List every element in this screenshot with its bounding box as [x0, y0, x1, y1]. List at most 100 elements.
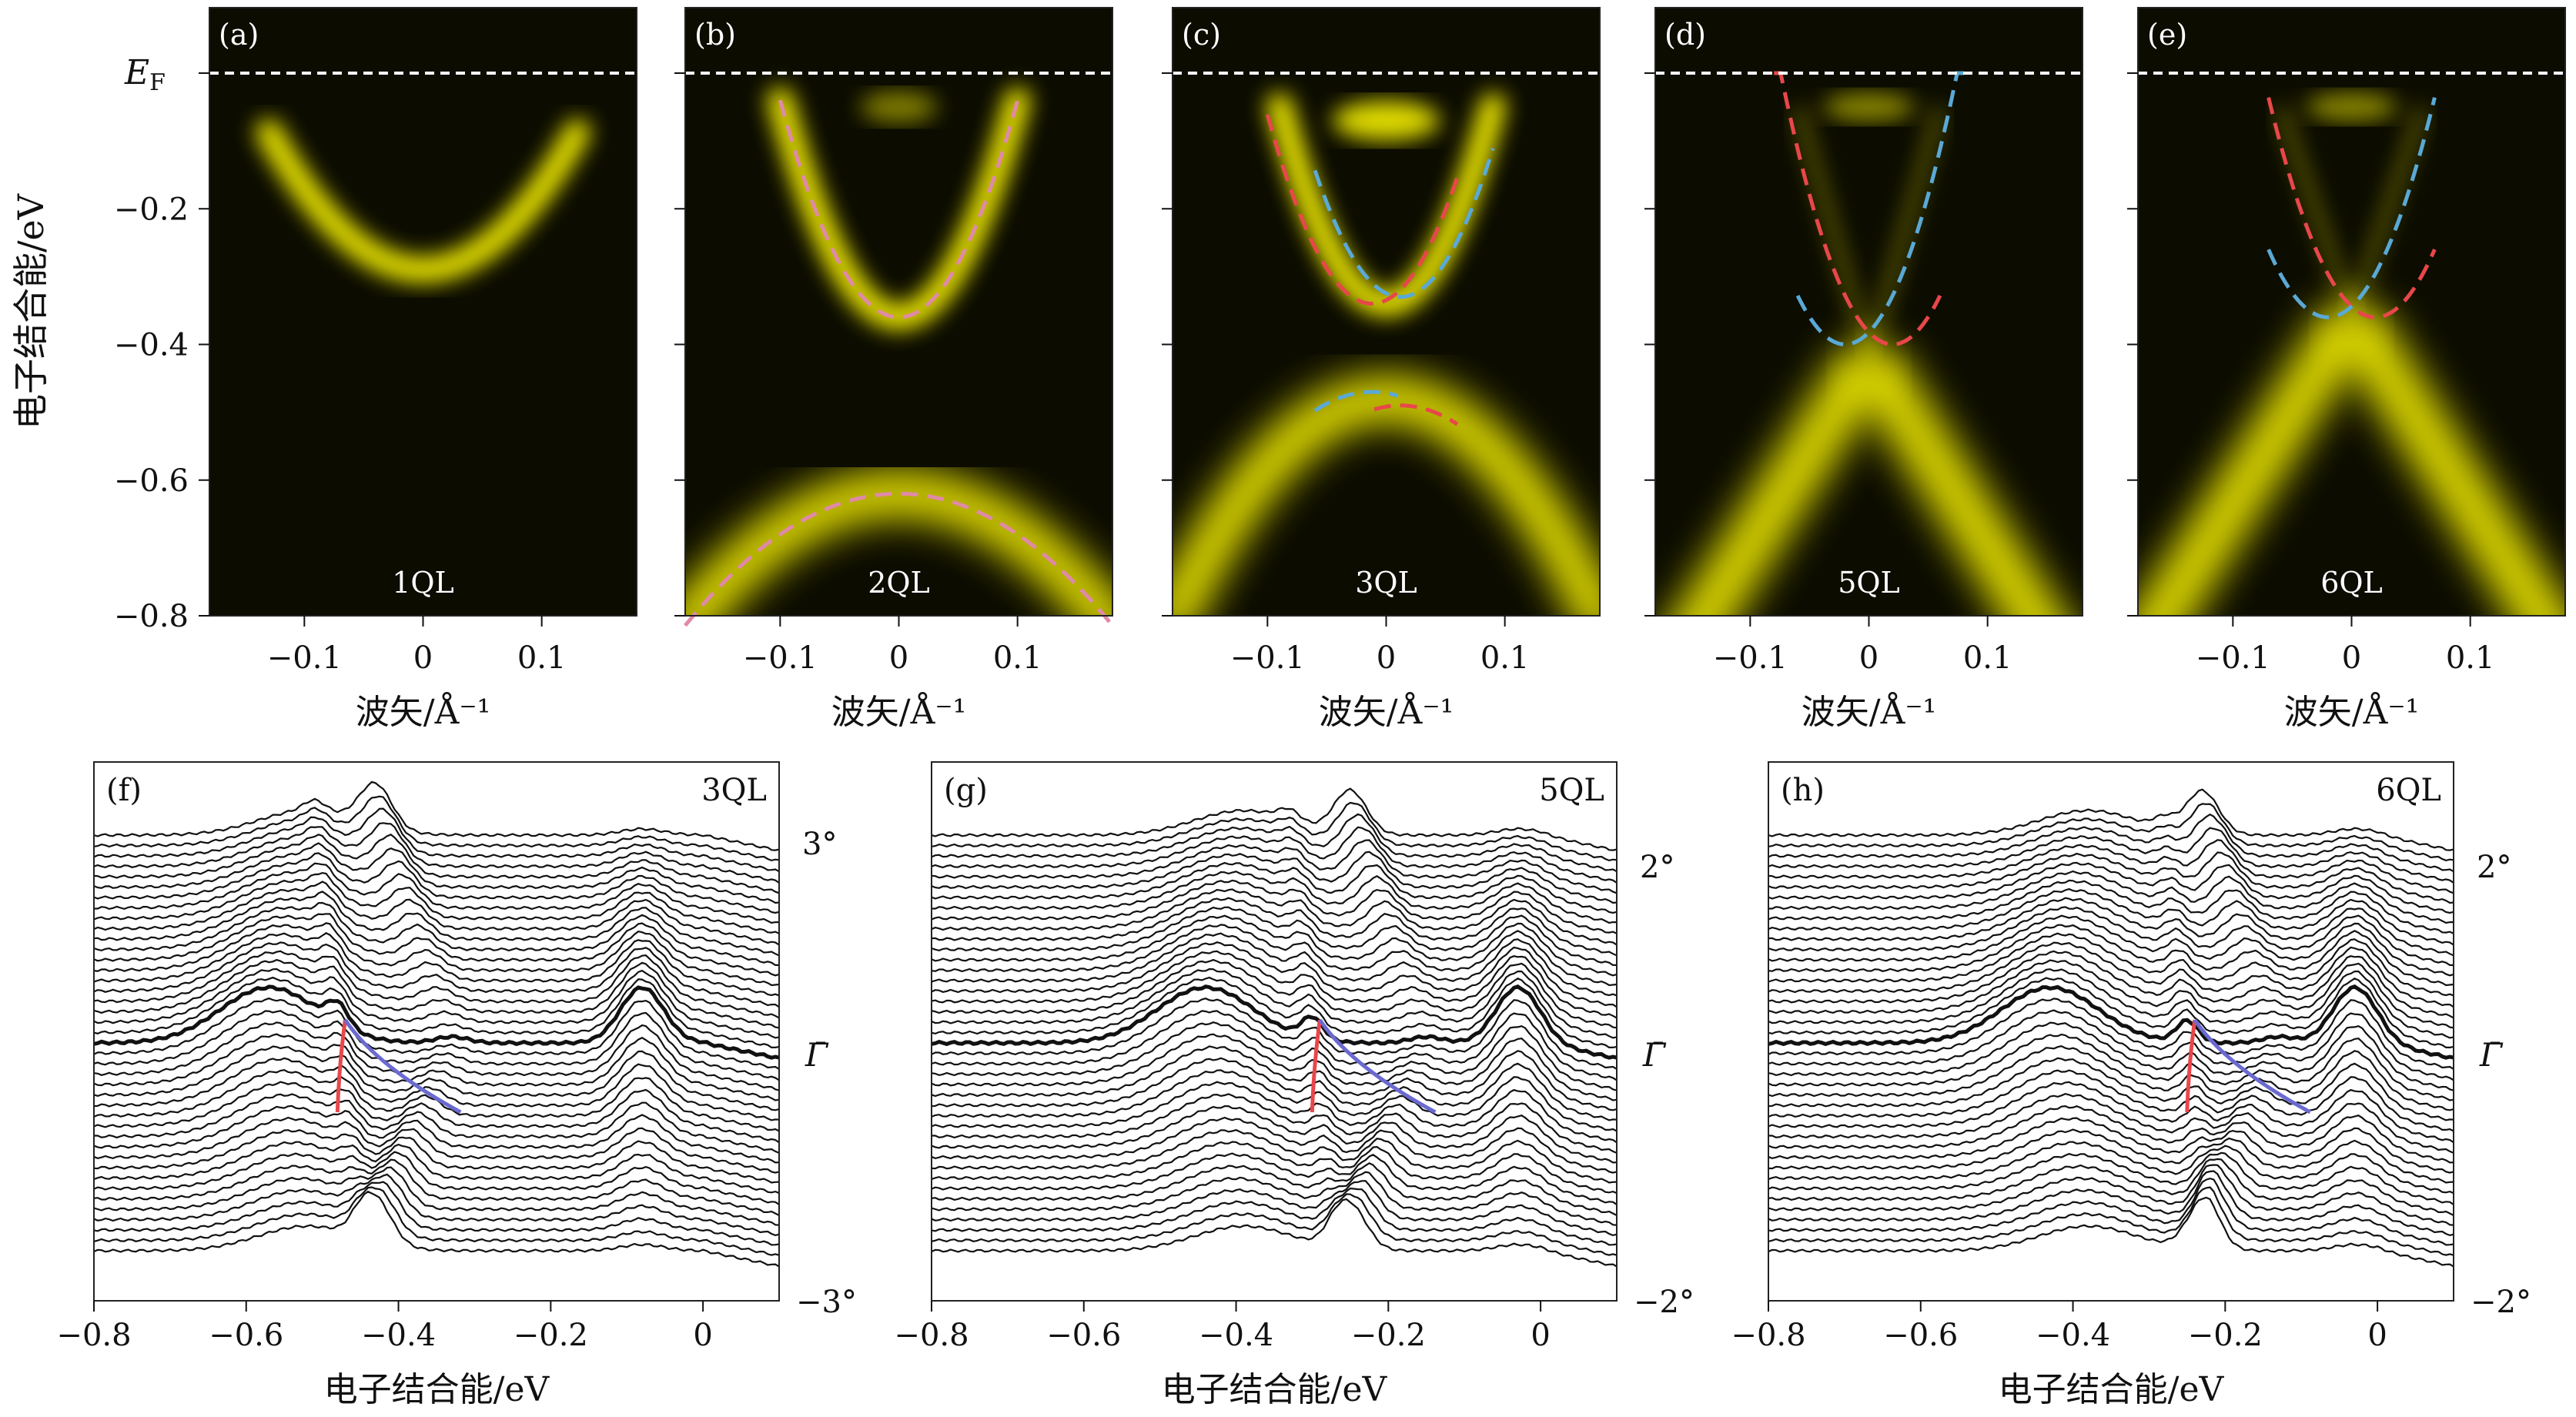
edc-panel-0: (f) 3QL 3° Γ̄ −3° −0.8 −0.6 −0.4 −0.2 0 电子结合能/eV [56, 761, 857, 1409]
edc-curve [1768, 1045, 2454, 1111]
edc-curve [94, 1105, 779, 1164]
x-tick-label: −0.6 [1046, 1318, 1121, 1353]
edc-curve [1768, 1105, 2454, 1164]
dirac-fit-blue [2193, 1018, 2311, 1115]
edc-curve [1768, 1151, 2454, 1205]
edc-curve [1768, 1177, 2454, 1246]
dashed-fit-red-0 [1265, 114, 1460, 306]
x-tick-label: 0 [1531, 1318, 1550, 1353]
edc-curve [932, 787, 1617, 851]
edc-curve [1768, 932, 2454, 997]
band-0 [1266, 92, 1507, 317]
x-tick-label: −0.4 [1199, 1318, 1273, 1353]
edc-curve [932, 826, 1617, 884]
edc-curve [1768, 1021, 2454, 1091]
edc-curve [932, 1105, 1617, 1164]
edc-curve [94, 1190, 779, 1268]
panel-label: (e) [2147, 18, 2187, 52]
edc-curve [932, 1045, 1617, 1111]
edc-curve [94, 1033, 779, 1101]
x-tick-label: −0.8 [894, 1318, 969, 1353]
angle-top-label: 2° [2477, 850, 2511, 885]
x-tick-label: 0.1 [993, 640, 1042, 676]
x-tick-label: −0.8 [56, 1318, 131, 1353]
edc-curve [932, 924, 1617, 987]
arpes-bands [2138, 93, 2565, 616]
edc-curve [932, 1057, 1617, 1121]
edc-curve [94, 780, 779, 851]
angle-bottom-label: −3° [796, 1285, 857, 1320]
edc-curve [932, 1152, 1617, 1205]
edc-curve [94, 997, 779, 1070]
edc-curve [932, 1081, 1617, 1144]
edc-curve [94, 807, 779, 873]
edc-curve [1768, 1009, 2454, 1081]
y-axis-top: EF −0.2 −0.4 −0.6 −0.8 电子结合能/eV [10, 53, 189, 634]
edc-curve [1768, 813, 2454, 873]
edc-curve [94, 913, 779, 977]
x-tick-label: −0.1 [1713, 640, 1788, 676]
edc-curve [1768, 803, 2454, 862]
edc-curve [94, 834, 779, 894]
edc-curve [1768, 879, 2454, 934]
panel-label: (d) [1664, 18, 1706, 52]
panel-frame [931, 761, 1618, 1302]
panel-label: (c) [1182, 18, 1221, 52]
edc-panel-2: (h) 6QL 2° Γ̄ −2° −0.8 −0.6 −0.4 −0.2 0 电子结合能/eV [1731, 761, 2531, 1409]
edc-curves [94, 780, 779, 1268]
edc-curve [1768, 906, 2454, 966]
edc-curve [94, 901, 779, 966]
edc-curve [932, 1180, 1617, 1237]
edc-curve [94, 932, 779, 997]
edc-curve [1768, 941, 2454, 1008]
edc-curve [932, 914, 1617, 977]
edc-curve [1768, 1117, 2454, 1174]
x-tick-label: 0.1 [2446, 640, 2495, 676]
thickness-label: 5QL [1539, 773, 1604, 808]
gamma-label: Γ̄ [805, 1036, 829, 1074]
edc-gamma-curve [932, 984, 1617, 1060]
edc-curve [94, 871, 779, 934]
panel-label: (b) [694, 18, 736, 52]
edc-curve [94, 1010, 779, 1081]
edc-curve [94, 968, 779, 1039]
edc-curve [1768, 887, 2454, 946]
edc-curve [932, 941, 1617, 1008]
edc-curve [1768, 1170, 2454, 1237]
arpes-bands [256, 119, 590, 283]
edc-curve [94, 1057, 779, 1121]
dirac-lower-branch [1845, 343, 2066, 616]
edc-curve [94, 795, 779, 862]
arpes-panel-0: (a) 1QL −0.1 0 0.1 波矢/Å⁻¹ [199, 7, 637, 732]
edc-curve [932, 1116, 1617, 1174]
edc-curve [94, 1141, 779, 1195]
dirac-fit-red [1310, 1019, 1322, 1113]
dirac-fit-red [2185, 1019, 2197, 1113]
dirac-lower-branch [2328, 302, 2565, 616]
thickness-label: 6QL [2376, 773, 2441, 808]
edc-curve [932, 1128, 1617, 1184]
dirac-fit-blue [1318, 1018, 1437, 1115]
dirac-upper-branch [2274, 105, 2358, 319]
edc-curve [932, 897, 1617, 957]
edc-curve [932, 888, 1617, 946]
y-tick-label: −0.2 [114, 192, 189, 227]
panel-frame [1768, 761, 2454, 1302]
x-axis-label: 电子结合能/eV [324, 1370, 550, 1409]
edc-curve [1768, 851, 2454, 904]
edc-curve [94, 1186, 779, 1256]
x-tick-label: −0.8 [1731, 1318, 1805, 1353]
edc-curve [932, 879, 1617, 934]
edc-curve [94, 1116, 779, 1174]
edc-curves [1768, 788, 2454, 1268]
x-axis-label: 波矢/Å⁻¹ [356, 691, 490, 732]
edc-curve [1768, 1158, 2454, 1216]
quantum-well-state [1822, 93, 1915, 122]
edc-curve [932, 1193, 1617, 1256]
edc-curve [1768, 870, 2454, 924]
edc-curve [94, 842, 779, 904]
dashed-fit-red-3 [1373, 403, 1459, 426]
edc-curve [94, 1129, 779, 1184]
edc-curve [94, 1181, 779, 1246]
thickness-label: 3QL [701, 773, 767, 808]
